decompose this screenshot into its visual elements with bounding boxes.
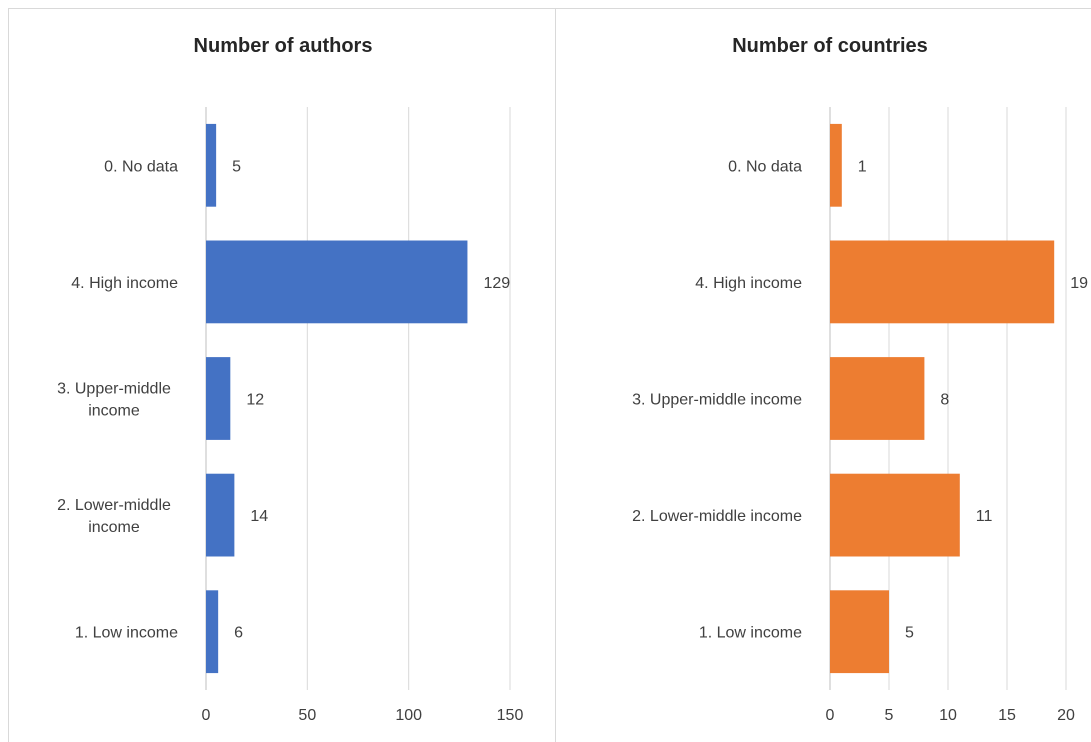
bar-countries-2 [830, 357, 925, 440]
bar-authors-0 [206, 123, 217, 207]
data-label-countries-1: 19 [1070, 275, 1088, 292]
bar-authors-2 [206, 357, 231, 440]
category-label-countries-3: 2. Lower-middle income [632, 508, 802, 525]
bar-authors-1 [206, 240, 468, 324]
chart-panel-authors [8, 8, 556, 742]
x-tick-label-authors: 100 [395, 707, 422, 724]
data-label-authors-1: 129 [483, 275, 510, 292]
data-label-authors-4: 6 [234, 625, 243, 642]
data-label-countries-0: 1 [858, 158, 867, 175]
bar-countries-3 [830, 473, 960, 557]
category-label-authors-0: 0. No data [104, 158, 178, 175]
data-label-authors-2: 12 [246, 392, 264, 409]
chart-panel-countries [555, 8, 1091, 742]
x-tick-label-countries: 5 [885, 707, 894, 724]
data-label-countries-4: 5 [905, 625, 914, 642]
x-tick-label-countries: 20 [1057, 707, 1075, 724]
x-tick-label-countries: 10 [939, 707, 957, 724]
bar-authors-3 [206, 473, 235, 557]
x-tick-label-authors: 50 [298, 707, 316, 724]
category-label-countries-4: 1. Low income [699, 625, 802, 642]
x-tick-label-authors: 150 [497, 707, 524, 724]
category-label-countries-0: 0. No data [728, 158, 802, 175]
data-label-countries-2: 8 [940, 392, 949, 409]
chart-title-authors: Number of authors [194, 35, 373, 57]
x-tick-label-countries: 15 [998, 707, 1016, 724]
x-tick-label-countries: 0 [826, 707, 835, 724]
data-label-authors-0: 5 [232, 158, 241, 175]
category-label-countries-2: 3. Upper-middle income [632, 392, 802, 409]
category-label-authors-1: 4. High income [71, 275, 178, 292]
bar-countries-0 [830, 123, 842, 207]
bar-countries-1 [830, 240, 1055, 324]
data-label-countries-3: 11 [976, 508, 993, 525]
category-label-authors-2: 3. Upper-middle income [57, 381, 171, 420]
category-label-countries-1: 4. High income [695, 275, 802, 292]
category-label-authors-4: 1. Low income [75, 625, 178, 642]
x-tick-label-authors: 0 [202, 707, 211, 724]
bar-countries-4 [830, 590, 889, 674]
chart-title-countries: Number of countries [732, 35, 928, 57]
data-label-authors-3: 14 [250, 508, 268, 525]
category-label-authors-3: 2. Lower-middle income [57, 497, 171, 536]
bar-authors-4 [206, 590, 219, 674]
